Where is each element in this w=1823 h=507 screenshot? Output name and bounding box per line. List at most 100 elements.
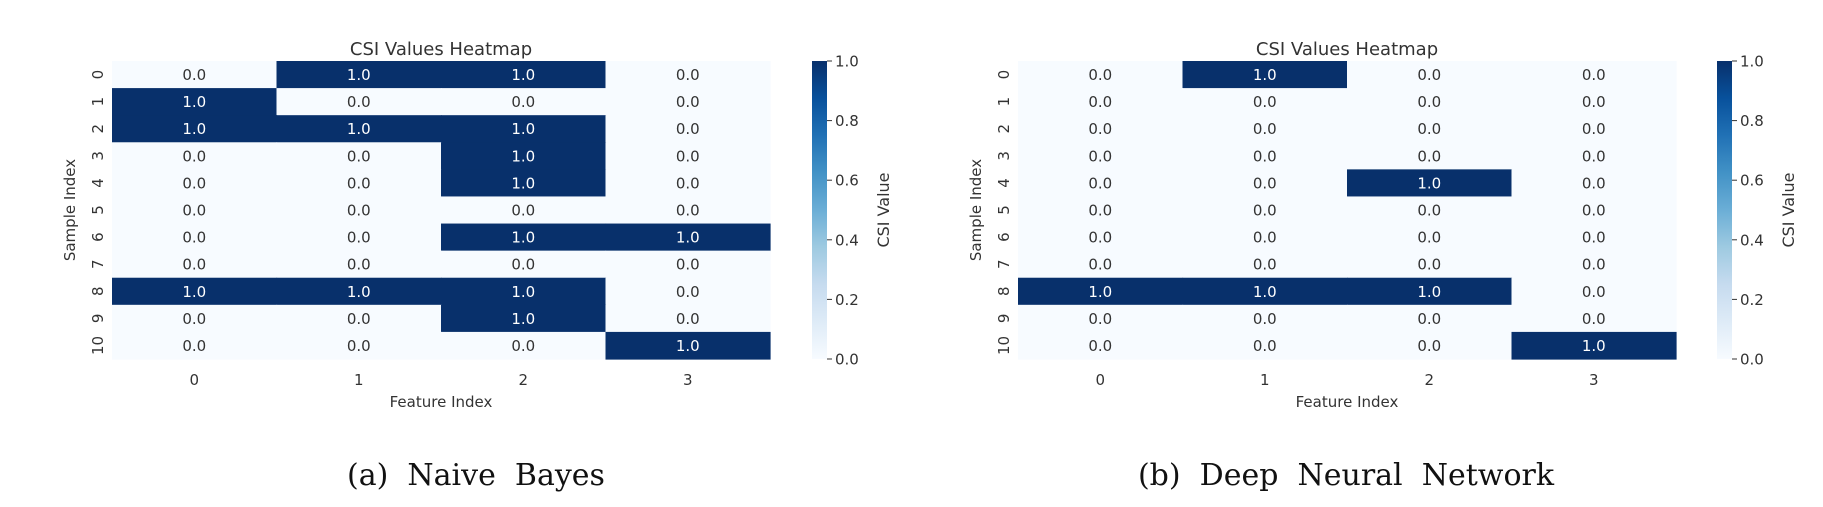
cell-label-r5-c0: 0.0 [182,202,206,220]
heatmap-cell-r9-c0 [112,304,278,333]
heatmap-cell-r6-c1 [276,223,442,252]
heatmap-cell-r8-c3 [605,277,771,306]
heatmap-cell-r1-c0 [1018,88,1184,116]
cell-label-r7-c2: 0.0 [511,256,535,274]
y-tick-label-0: 0 [89,70,107,80]
cell-label-r3-c1: 0.0 [347,147,371,165]
cell-label-r2-c2: 0.0 [1417,120,1441,138]
colorbar-tick-label-4: 0.8 [1740,112,1764,130]
x-axis-label: Feature Index [1296,393,1399,411]
heatmap-cell-r3-c3 [605,142,771,170]
y-tick-label-10: 10 [89,336,107,355]
cell-label-r4-c1: 0.0 [1253,174,1277,192]
heatmap-cell-r5-c3 [605,196,771,225]
cell-label-r0-c0: 0.0 [1088,66,1112,84]
heatmap-cell-r8-c3 [1511,277,1677,306]
cell-label-r1-c0: 0.0 [1088,93,1112,111]
heatmap-chart-naive-bayes: CSI Values Heatmap 0.0 1.0 1.0 0.0 1.0 0.0 0.0 0… [61,39,893,411]
cell-label-r10-c3: 1.0 [1582,337,1606,355]
x-tick-label-0: 0 [189,371,199,389]
colorbar-tick-label-5: 1.0 [835,53,859,71]
heatmap-cell-r10-c3 [1511,331,1677,360]
cell-label-r4-c2: 1.0 [511,174,535,192]
y-tick-label-1: 1 [995,97,1013,107]
cell-label-r8-c0: 1.0 [1088,283,1112,301]
cell-label-r6-c1: 0.0 [1253,229,1277,247]
x-tick-label-2: 2 [518,371,528,389]
colorbar-tick-label-2: 0.4 [835,231,859,249]
cell-label-r10-c3: 1.0 [676,337,700,355]
cell-label-r5-c1: 0.0 [347,202,371,220]
cell-label-r5-c2: 0.0 [511,202,535,220]
y-tick-label-9: 9 [995,314,1013,324]
cell-label-r2-c3: 0.0 [1582,120,1606,138]
cell-label-r3-c0: 0.0 [182,147,206,165]
cell-label-r9-c2: 0.0 [1417,310,1441,328]
cell-label-r3-c2: 1.0 [511,147,535,165]
y-tick-label-0: 0 [995,70,1013,80]
cell-label-r1-c3: 0.0 [1582,93,1606,111]
colorbar-tick-label-0: 0.0 [835,351,859,369]
heatmap-cell-r5-c0 [112,196,278,225]
heatmap-cell-r9-c3 [605,304,771,333]
cell-label-r4-c3: 0.0 [1582,174,1606,192]
heatmap-cell-r2-c2 [1347,115,1513,143]
heatmap-cell-r9-c2 [1347,304,1513,333]
y-tick-label-3: 3 [89,151,107,161]
x-tick-label-1: 1 [354,371,364,389]
cell-label-r7-c0: 0.0 [1088,256,1112,274]
colorbar-tick-label-3: 0.6 [1740,172,1764,190]
cell-label-r3-c2: 0.0 [1417,147,1441,165]
heatmap-cell-r5-c1 [276,196,442,225]
cell-label-r10-c0: 0.0 [1088,337,1112,355]
heatmap-cell-r10-c3 [605,331,771,360]
cell-label-r8-c1: 1.0 [347,283,371,301]
heatmap-cell-r7-c3 [1511,250,1677,279]
cell-label-r10-c0: 0.0 [182,337,206,355]
cell-label-r1-c2: 0.0 [1417,93,1441,111]
heatmap-cell-r4-c0 [112,169,278,198]
heatmap-cell-r6-c2 [441,223,607,252]
y-tick-label-4: 4 [89,178,107,188]
heatmap-chart-deep-neural-network: CSI Values Heatmap 0.0 1.0 0.0 0.0 0.0 0.0 0.0 0… [967,39,1798,411]
heatmap-cell-r8-c1 [1182,277,1348,306]
cell-label-r2-c3: 0.0 [676,120,700,138]
y-tick-label-5: 5 [89,205,107,215]
y-tick-label-8: 8 [995,286,1013,296]
cell-label-r3-c3: 0.0 [676,147,700,165]
cell-label-r7-c3: 0.0 [676,256,700,274]
cell-label-r10-c2: 0.0 [511,337,535,355]
y-tick-label-7: 7 [995,259,1013,269]
cell-label-r7-c1: 0.0 [347,256,371,274]
heatmap-cell-r10-c0 [1018,331,1184,360]
cell-label-r5-c1: 0.0 [1253,202,1277,220]
colorbar-tick-label-4: 0.8 [835,112,859,130]
heatmap-cell-r1-c2 [1347,88,1513,116]
cell-label-r8-c3: 0.0 [676,283,700,301]
cell-label-r6-c2: 1.0 [511,229,535,247]
heatmap-cell-r4-c3 [605,169,771,198]
cell-label-r7-c3: 0.0 [1582,256,1606,274]
cell-label-r6-c1: 0.0 [347,229,371,247]
heatmap-cell-r1-c3 [1511,88,1677,116]
cell-label-r9-c3: 0.0 [1582,310,1606,328]
heatmap-cell-r10-c2 [1347,331,1513,360]
y-tick-label-7: 7 [89,259,107,269]
cell-label-r8-c3: 0.0 [1582,283,1606,301]
heatmap-cell-r2-c0 [112,115,278,143]
colorbar-label: CSI Value [874,172,893,247]
y-tick-label-2: 2 [89,124,107,134]
heatmap-cell-r6-c3 [1511,223,1677,252]
cell-label-r0-c1: 1.0 [1253,66,1277,84]
cell-label-r0-c3: 0.0 [676,66,700,84]
cell-label-r5-c2: 0.0 [1417,202,1441,220]
heatmap-cell-r2-c3 [1511,115,1677,143]
y-tick-label-10: 10 [995,336,1013,355]
heatmap-cell-r10-c0 [112,331,278,360]
cell-label-r9-c1: 0.0 [1253,310,1277,328]
colorbar-tick-label-0: 0.0 [1740,351,1764,369]
cell-label-r1-c2: 0.0 [511,93,535,111]
y-axis-label: Sample Index [967,159,985,261]
cell-label-r10-c2: 0.0 [1417,337,1441,355]
heatmap-cell-r2-c1 [1182,115,1348,143]
